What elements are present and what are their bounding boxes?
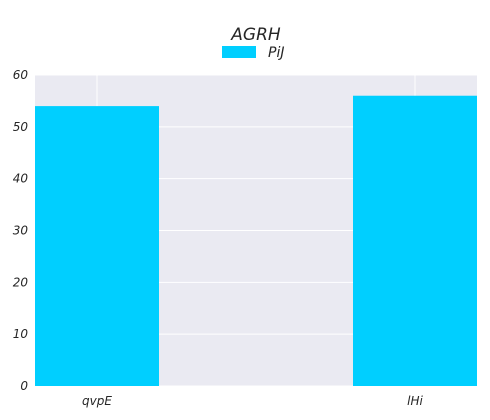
y-tick-label: 40	[13, 172, 29, 186]
x-tick-label: lHi	[407, 394, 423, 408]
bars	[35, 95, 477, 386]
x-axis: qvpE lHi	[82, 394, 423, 408]
x-tick-label: qvpE	[82, 394, 112, 408]
y-axis: 0 10 20 30 40 50 60	[13, 68, 29, 393]
y-tick-label: 30	[13, 224, 29, 238]
legend: PiJ	[222, 45, 284, 61]
legend-swatch	[222, 46, 256, 58]
y-tick-label: 0	[20, 379, 28, 393]
y-tick-label: 10	[13, 327, 29, 341]
bar-qvpE	[35, 106, 159, 386]
chart-title: AGRH	[230, 25, 281, 45]
legend-label: PiJ	[268, 45, 284, 61]
y-tick-label: 20	[13, 275, 29, 289]
y-tick-label: 60	[13, 68, 29, 82]
bar-lHi	[353, 95, 477, 386]
y-tick-label: 50	[13, 120, 29, 134]
